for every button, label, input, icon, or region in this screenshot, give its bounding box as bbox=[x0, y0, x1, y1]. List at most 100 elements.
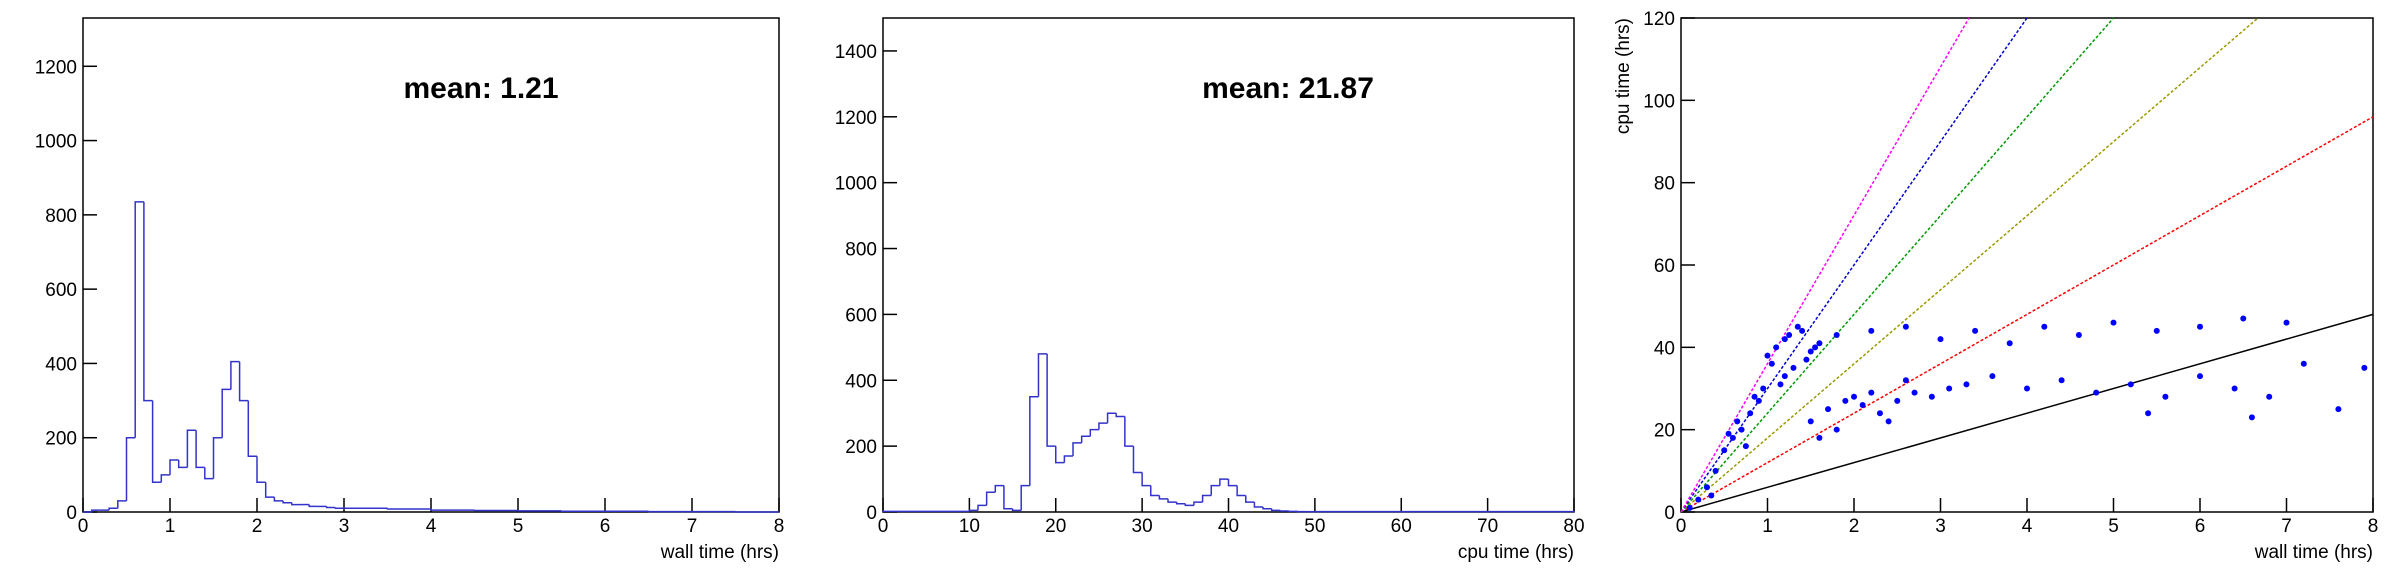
y-tick-label: 0 bbox=[866, 503, 877, 524]
histogram-bin bbox=[1020, 484, 1030, 511]
x-tick-label: 0 bbox=[78, 516, 89, 537]
scatter-point bbox=[1868, 389, 1875, 396]
scatter-point bbox=[1833, 331, 1840, 338]
histogram-bin bbox=[985, 491, 996, 506]
histogram-bin bbox=[90, 509, 101, 512]
histogram-bin bbox=[1072, 442, 1082, 457]
histogram-bin bbox=[1141, 472, 1151, 487]
histogram-bin bbox=[273, 497, 284, 502]
scatter-point bbox=[1825, 406, 1832, 413]
scatter-point bbox=[1902, 377, 1909, 384]
histogram-bin bbox=[1046, 353, 1056, 447]
histogram-bin bbox=[117, 500, 127, 509]
scatter-point bbox=[2231, 385, 2238, 392]
histogram-bin bbox=[1210, 484, 1220, 496]
scatter-point bbox=[1812, 344, 1819, 351]
x-axis-label: wall time (hrs) bbox=[2254, 542, 2373, 563]
y-tick-label: 1400 bbox=[835, 42, 877, 63]
histogram-bin bbox=[282, 500, 292, 504]
scatter-point bbox=[1885, 418, 1892, 425]
scatter-point bbox=[1876, 410, 1883, 417]
histogram-bin bbox=[968, 509, 979, 512]
x-tick-label: 4 bbox=[2022, 516, 2033, 537]
histogram-bin bbox=[1089, 428, 1099, 437]
histogram-bin bbox=[177, 460, 188, 469]
y-tick-label: 1200 bbox=[835, 108, 877, 129]
y-tick-label: 40 bbox=[1654, 338, 1675, 359]
x-tick-label: 0 bbox=[878, 516, 889, 537]
histogram-bin bbox=[882, 510, 970, 513]
x-tick-label: 6 bbox=[2195, 516, 2206, 537]
y-tick-label: 100 bbox=[1643, 91, 1675, 112]
y-tick-label: 800 bbox=[45, 206, 77, 227]
histogram-bin bbox=[1219, 478, 1229, 486]
scatter-point bbox=[1816, 340, 1823, 347]
histogram-bin bbox=[1245, 495, 1255, 503]
x-tick-label: 2 bbox=[1849, 516, 1860, 537]
scatter-point bbox=[2248, 414, 2255, 421]
histogram-bin bbox=[1193, 501, 1203, 506]
scatter-point bbox=[2197, 323, 2203, 330]
x-tick-label: 60 bbox=[1391, 516, 1412, 537]
histogram-bin bbox=[334, 507, 344, 510]
histogram-bin bbox=[108, 507, 118, 511]
x-tick-label: 50 bbox=[1304, 516, 1325, 537]
histogram-bin bbox=[308, 504, 318, 508]
scatter-point bbox=[2335, 406, 2342, 413]
scatter-point bbox=[2153, 327, 2160, 334]
scatter-point bbox=[1963, 381, 1970, 388]
x-tick-label: 70 bbox=[1477, 516, 1498, 537]
histogram-bin bbox=[125, 436, 136, 501]
x-tick-label: 3 bbox=[339, 516, 350, 537]
y-tick-label: 20 bbox=[1654, 421, 1675, 442]
histogram-bin bbox=[1236, 485, 1246, 497]
scatter-point bbox=[2300, 360, 2307, 367]
x-tick-label: 6 bbox=[600, 516, 611, 537]
scatter-point bbox=[1725, 430, 1732, 437]
scatter-point bbox=[1894, 397, 1901, 404]
scatter-point bbox=[1708, 492, 1715, 499]
histogram-bin bbox=[264, 482, 275, 498]
scatter-point bbox=[2145, 410, 2152, 417]
x-tick-label: 3 bbox=[1935, 516, 1946, 537]
scatter-point bbox=[1781, 373, 1788, 380]
scatter-point bbox=[1738, 426, 1745, 433]
scatter-point bbox=[1794, 323, 1801, 330]
y-tick-label: 200 bbox=[45, 429, 77, 450]
scatter-point bbox=[1937, 336, 1944, 343]
scatter-point bbox=[1902, 323, 1909, 330]
scatter-point bbox=[1868, 327, 1875, 334]
x-tick-label: 1 bbox=[165, 516, 176, 537]
histogram-bin bbox=[1158, 495, 1169, 500]
scatter-point bbox=[1768, 360, 1775, 367]
histogram-bin bbox=[247, 400, 257, 458]
histogram-bin bbox=[1037, 353, 1048, 397]
scatter-point bbox=[2093, 389, 2100, 396]
scatter-point bbox=[1777, 381, 1784, 388]
histogram-bin bbox=[386, 508, 431, 510]
scatter-point bbox=[2283, 319, 2290, 326]
histogram-bin bbox=[1262, 507, 1272, 510]
x-tick-label: 8 bbox=[2368, 516, 2379, 537]
scatter-point bbox=[1721, 447, 1728, 454]
reference-line bbox=[1680, 313, 2374, 513]
scatter-point bbox=[2266, 393, 2273, 400]
scatter-point bbox=[2361, 364, 2368, 371]
scatter-point bbox=[2127, 381, 2134, 388]
scatter-point bbox=[2110, 319, 2117, 326]
histogram-bin bbox=[204, 467, 214, 480]
histogram-bin bbox=[1279, 510, 1289, 512]
histogram-bin bbox=[1175, 502, 1186, 505]
y-tick-label: 0 bbox=[66, 503, 77, 524]
y-tick-label: 400 bbox=[45, 354, 77, 375]
annotation: mean: 1.21 bbox=[403, 72, 558, 105]
x-tick-label: 5 bbox=[513, 516, 524, 537]
x-tick-label: 80 bbox=[1563, 516, 1584, 537]
histogram-bin bbox=[256, 456, 266, 484]
histogram-bin bbox=[1253, 502, 1264, 508]
scatter-point bbox=[1946, 385, 1953, 392]
histogram-bin bbox=[1011, 508, 1022, 512]
scatter-point bbox=[1755, 397, 1762, 404]
histogram-bin bbox=[186, 429, 197, 468]
